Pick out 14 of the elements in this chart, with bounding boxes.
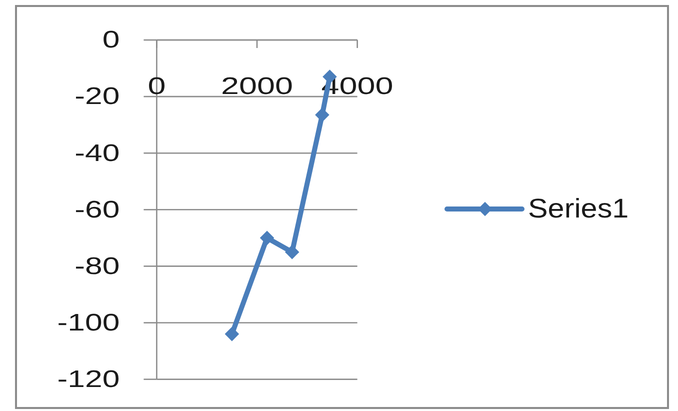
legend-label: Series1 bbox=[528, 194, 629, 224]
point bbox=[260, 230, 274, 246]
y-tick-label: -40 bbox=[74, 139, 120, 166]
x-tick-label: 2000 bbox=[220, 72, 294, 100]
y-tick-label: 0 bbox=[102, 26, 120, 53]
y-tick-label: -20 bbox=[74, 82, 120, 110]
y-tick-label: -60 bbox=[74, 196, 120, 223]
point bbox=[284, 244, 300, 260]
x-tick-label: 0 bbox=[148, 72, 166, 100]
y-tick-label: -100 bbox=[57, 308, 120, 336]
y-tick-label: -80 bbox=[74, 252, 120, 280]
point bbox=[224, 326, 240, 342]
y-tick-label: -120 bbox=[57, 365, 120, 392]
point bbox=[315, 108, 330, 122]
